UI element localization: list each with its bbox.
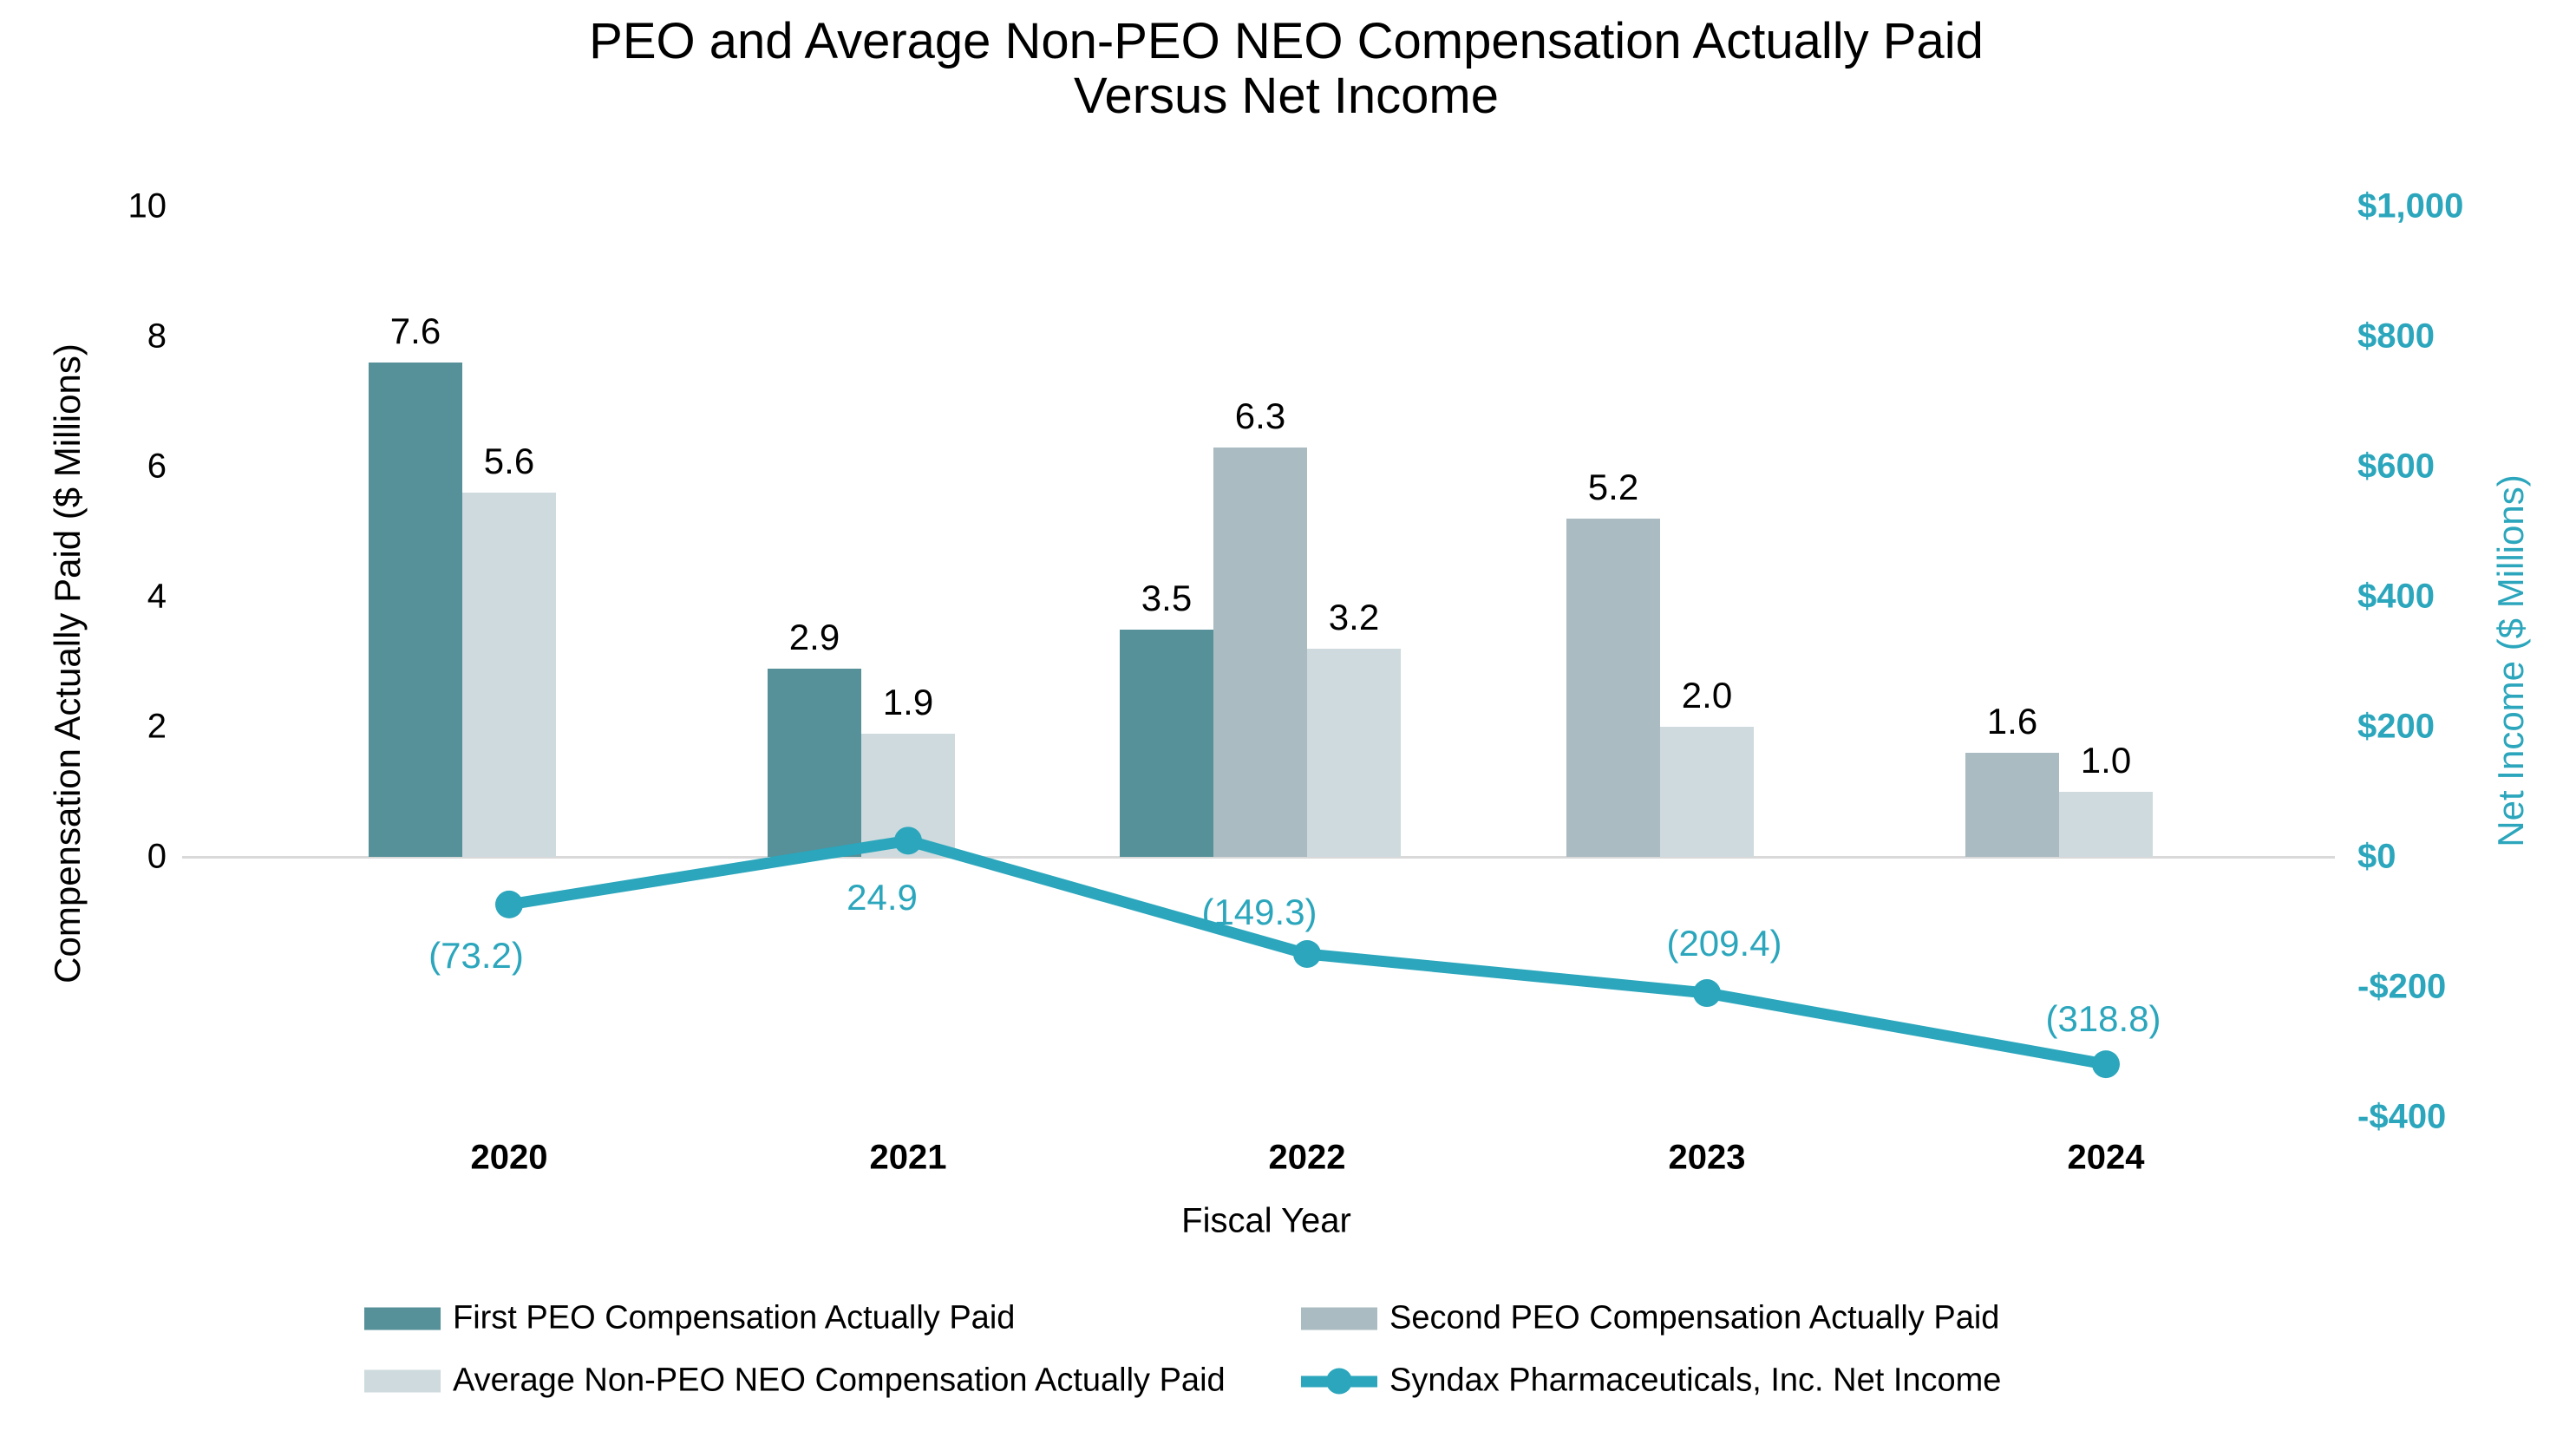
net-income-marker-2020 <box>495 890 523 918</box>
net-income-marker-2023 <box>1693 979 1721 1008</box>
net-income-marker-2022 <box>1293 939 1321 968</box>
net-income-label-2020: (73.2) <box>428 934 524 976</box>
bar-label-avg_neo-2021: 1.9 <box>882 681 934 722</box>
right-axis-tick: -$200 <box>2357 967 2447 1006</box>
legend-item-first_peo: First PEO Compensation Actually Paid <box>364 1300 1015 1337</box>
bar-label-avg_neo-2022: 3.2 <box>1328 597 1380 637</box>
legend-swatch-net_income <box>1301 1367 1377 1395</box>
bar-label-avg_neo-2020: 5.6 <box>483 441 535 481</box>
legend-swatch-second_peo <box>1301 1307 1377 1330</box>
legend-label-first_peo: First PEO Compensation Actually Paid <box>453 1299 1016 1336</box>
right-axis-tick: $800 <box>2357 317 2435 356</box>
chart-title-line2: Versus Net Income <box>1074 68 1499 124</box>
bar-first_peo-2020 <box>369 363 462 857</box>
net-income-label-2021: 24.9 <box>847 877 918 918</box>
legend-label-net_income: Syndax Pharmaceuticals, Inc. Net Income <box>1389 1362 2002 1399</box>
bar-second_peo-2022 <box>1213 447 1307 857</box>
bar-first_peo-2021 <box>768 668 861 857</box>
bar-avg_neo-2022 <box>1307 649 1401 857</box>
bar-second_peo-2024 <box>1965 753 2059 857</box>
x-axis-category-label: 2021 <box>869 1138 947 1177</box>
legend-item-avg_neo: Average Non-PEO NEO Compensation Actuall… <box>364 1362 1226 1400</box>
chart-title-line1: PEO and Average Non-PEO NEO Compensation… <box>589 13 1984 69</box>
left-axis-tick: 0 <box>147 837 167 876</box>
bar-avg_neo-2023 <box>1660 727 1754 857</box>
bar-avg_neo-2020 <box>462 493 556 857</box>
right-axis-tick: $400 <box>2357 577 2435 616</box>
x-axis-category-label: 2022 <box>1268 1138 1346 1177</box>
left-axis-tick: 2 <box>147 707 167 746</box>
bar-label-first_peo-2022: 3.5 <box>1141 577 1193 618</box>
x-axis-category-label: 2020 <box>470 1138 548 1177</box>
right-axis-tick: $600 <box>2357 447 2435 486</box>
bar-label-first_peo-2020: 7.6 <box>389 310 441 351</box>
chart-title: PEO and Average Non-PEO NEO Compensation… <box>0 14 2573 123</box>
net-income-label-2022: (149.3) <box>1201 891 1317 932</box>
left-axis-tick: 10 <box>127 186 167 225</box>
legend-label-second_peo: Second PEO Compensation Actually Paid <box>1389 1299 2000 1336</box>
net-income-label-2024: (318.8) <box>2045 998 2161 1040</box>
bar-label-avg_neo-2024: 1.0 <box>2080 740 2132 781</box>
bar-label-second_peo-2023: 5.2 <box>1587 467 1639 507</box>
right-axis-tick: $0 <box>2357 837 2396 876</box>
legend-swatch-avg_neo <box>364 1369 441 1392</box>
legend-item-net_income: Syndax Pharmaceuticals, Inc. Net Income <box>1301 1362 2001 1400</box>
legend-marker-dot-icon <box>1326 1368 1352 1394</box>
bar-label-first_peo-2021: 2.9 <box>788 616 840 657</box>
x-axis-title: Fiscal Year <box>1181 1201 1351 1240</box>
net-income-marker-2024 <box>2092 1050 2120 1079</box>
left-axis-tick: 8 <box>147 317 167 356</box>
net-income-marker-2021 <box>894 827 922 855</box>
bar-label-second_peo-2024: 1.6 <box>1986 701 2038 742</box>
right-axis-tick: -$400 <box>2357 1097 2447 1136</box>
bar-second_peo-2023 <box>1566 519 1660 857</box>
x-axis-category-label: 2023 <box>1668 1138 1746 1177</box>
right-axis-tick: $1,000 <box>2357 186 2464 225</box>
legend-label-avg_neo: Average Non-PEO NEO Compensation Actuall… <box>453 1362 1226 1399</box>
bar-label-second_peo-2022: 6.3 <box>1234 395 1286 436</box>
legend-item-second_peo: Second PEO Compensation Actually Paid <box>1301 1300 1999 1337</box>
bar-label-avg_neo-2023: 2.0 <box>1681 675 1733 716</box>
x-axis-category-label: 2024 <box>2067 1138 2145 1177</box>
legend-swatch-first_peo <box>364 1307 441 1330</box>
right-axis-tick: $200 <box>2357 707 2435 746</box>
left-axis-tick: 6 <box>147 447 167 486</box>
bar-avg_neo-2024 <box>2059 792 2153 857</box>
net-income-label-2023: (209.4) <box>1666 923 1782 964</box>
bar-first_peo-2022 <box>1120 629 1213 857</box>
left-axis-tick: 4 <box>147 577 167 616</box>
zero-gridline <box>182 856 2335 859</box>
